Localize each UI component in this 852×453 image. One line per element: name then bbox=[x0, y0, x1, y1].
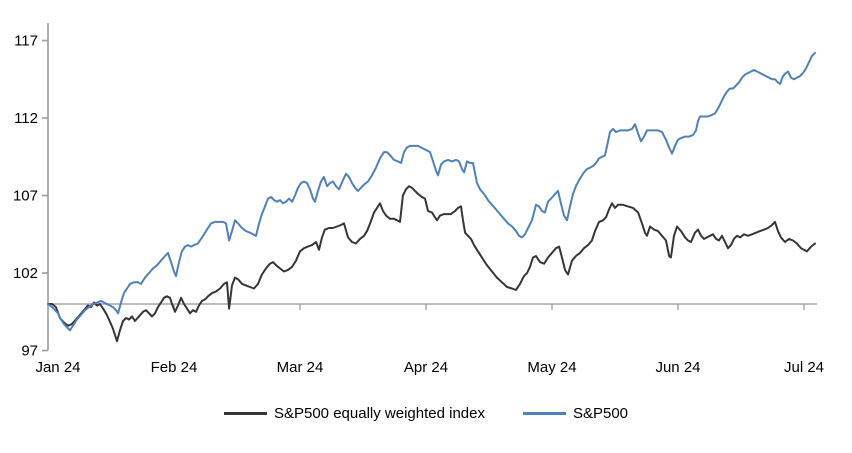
legend: S&P500 equally weighted index S&P500 bbox=[0, 406, 852, 421]
plot-area: 97 102 107 112 117 Jan 24 Feb 24 Mar 24 Apr 24 Ma… bbox=[13, 23, 824, 376]
x-axis-tick-label: Jul 24 bbox=[784, 359, 824, 376]
series-line-sp500 bbox=[47, 51, 816, 332]
x-axis-tick-label: Mar 24 bbox=[277, 359, 324, 376]
legend-item-equal-weight: S&P500 equally weighted index bbox=[223, 405, 485, 422]
y-axis-tick-label: 97 bbox=[21, 343, 38, 360]
legend-label-equal-weight: S&P500 equally weighted index bbox=[273, 405, 485, 422]
y-axis-tick-label: 102 bbox=[13, 265, 38, 282]
x-axis-tick-label: Apr 24 bbox=[404, 359, 448, 376]
x-axis-tick-label: Feb 24 bbox=[151, 359, 198, 376]
legend-swatch-equal-weight bbox=[223, 412, 267, 415]
series-line-equal-weight bbox=[47, 185, 816, 343]
legend-item-sp500: S&P500 bbox=[522, 405, 629, 422]
legend-label-sp500: S&P500 bbox=[572, 405, 629, 422]
y-axis-tick-label: 117 bbox=[14, 33, 38, 50]
x-axis-tick-label: Jun 24 bbox=[655, 359, 700, 376]
y-axis-tick-label: 107 bbox=[13, 188, 38, 205]
y-axis-tick-label: 112 bbox=[14, 110, 38, 127]
x-axis-tick-label: May 24 bbox=[527, 359, 576, 376]
x-axis-tick-label: Jan 24 bbox=[35, 359, 80, 376]
legend-swatch-sp500 bbox=[522, 412, 566, 415]
